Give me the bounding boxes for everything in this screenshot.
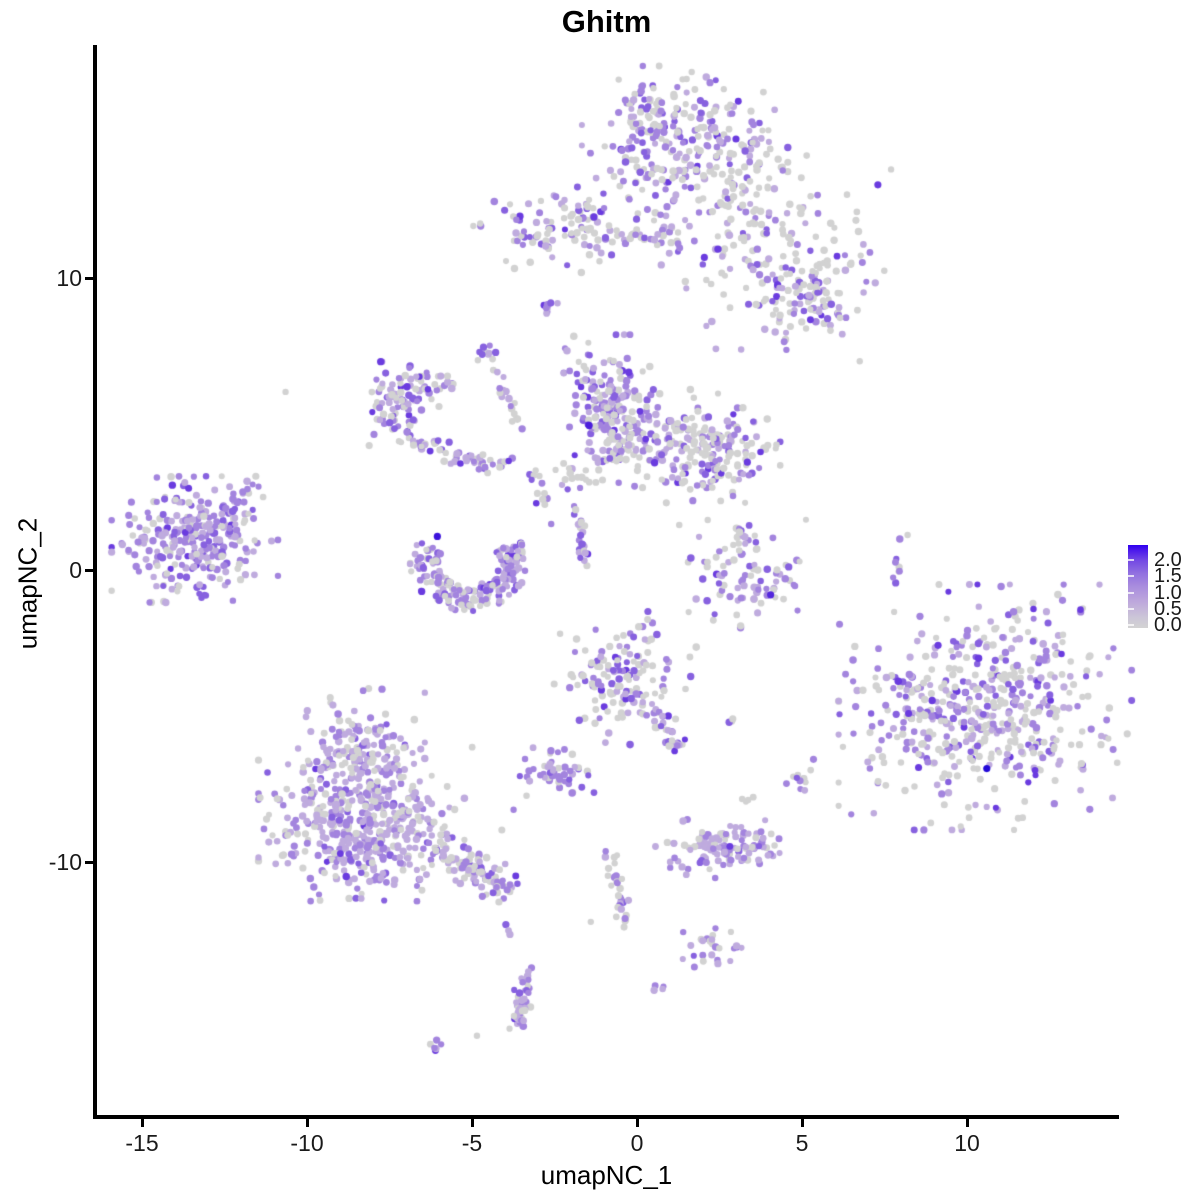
x-tick-label: 0: [630, 1130, 644, 1156]
y-axis-line: [93, 45, 97, 1119]
legend-tick-label: 1.5: [1154, 565, 1182, 588]
y-tick-label: 0: [69, 557, 82, 583]
legend-gradient-bar: [1128, 545, 1148, 628]
x-tick-mark: [305, 1119, 309, 1127]
y-tick-mark: [85, 860, 93, 864]
x-tick-label: -5: [461, 1130, 483, 1156]
x-tick-mark: [470, 1119, 474, 1127]
legend-tick-mark: [1128, 575, 1134, 578]
y-tick-label: -10: [48, 849, 82, 875]
x-tick-label: -10: [290, 1130, 324, 1156]
legend-tick-mark: [1128, 559, 1134, 561]
x-tick-mark: [635, 1119, 639, 1127]
legend-tick-mark: [1128, 591, 1134, 594]
x-axis-title: umapNC_1: [540, 1160, 673, 1190]
legend-tick-label: 2.0: [1154, 549, 1182, 571]
y-tick-mark: [85, 568, 93, 572]
x-tick-label: 10: [954, 1130, 980, 1156]
x-tick-label: -15: [125, 1130, 159, 1156]
legend-tick-label: 1.0: [1154, 581, 1182, 604]
x-tick-label: 5: [795, 1130, 809, 1156]
x-tick-mark: [965, 1119, 969, 1127]
y-tick-mark: [85, 276, 93, 280]
y-axis-title: umapNC_2: [12, 517, 43, 650]
legend-tick-mark: [1128, 624, 1134, 626]
x-tick-mark: [140, 1119, 144, 1127]
legend-tick-mark: [1128, 607, 1134, 610]
x-axis-line: [93, 1115, 1119, 1119]
legend-tick-label: 0.5: [1154, 597, 1182, 620]
x-tick-mark: [800, 1119, 804, 1127]
legend-tick-label: 0.0: [1154, 614, 1182, 636]
y-tick-label: 10: [56, 265, 82, 291]
legend-colorbar: 2.0 1.5 1.0 0.5 0.0: [1128, 545, 1200, 636]
